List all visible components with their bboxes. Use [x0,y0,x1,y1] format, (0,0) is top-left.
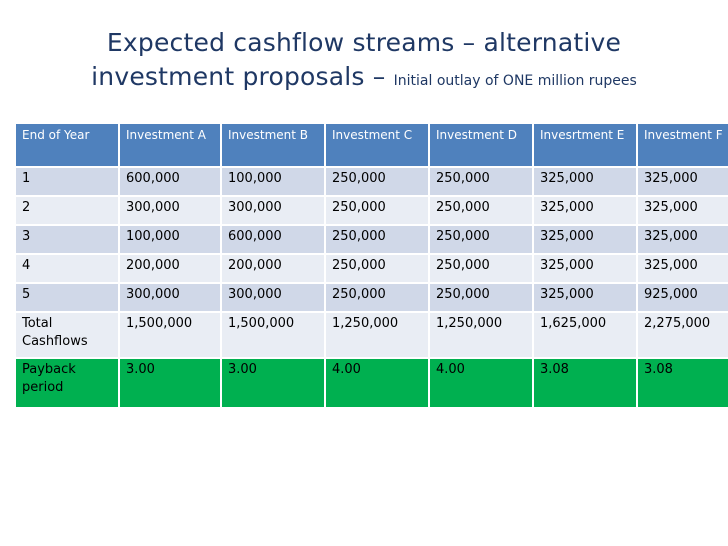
table-cell: 300,000 [222,197,326,226]
total-cashflows-row: Total Cashflows 1,500,000 1,500,000 1,25… [16,313,728,359]
table-cell: 325,000 [638,255,728,284]
table-cell: 4.00 [326,359,430,409]
table-cell: 200,000 [120,255,222,284]
table-cell: 3 [16,226,120,255]
table-cell: Payback period [16,359,120,409]
table-cell: 325,000 [534,197,638,226]
table-cell: 1 [16,168,120,197]
table-cell: 925,000 [638,284,728,313]
header-cell: Investment B [222,124,326,168]
payback-period-row: Payback period 3.00 3.00 4.00 4.00 3.08 … [16,359,728,409]
table-cell: 250,000 [326,226,430,255]
header-cell: Investment A [120,124,222,168]
table-cell: 325,000 [638,168,728,197]
header-cell: Investment D [430,124,534,168]
table-cell: 300,000 [120,284,222,313]
table-cell: 300,000 [120,197,222,226]
table-cell: 3.00 [222,359,326,409]
table-cell: 250,000 [326,284,430,313]
table-cell: 600,000 [222,226,326,255]
table-cell: 4.00 [430,359,534,409]
table-row: 2 300,000 300,000 250,000 250,000 325,00… [16,197,728,226]
table-cell: 250,000 [326,168,430,197]
table-cell: 1,250,000 [430,313,534,359]
table-cell: 250,000 [430,226,534,255]
table-cell: 1,500,000 [120,313,222,359]
table-cell: 100,000 [222,168,326,197]
table-cell: 1,250,000 [326,313,430,359]
table-cell: 325,000 [638,197,728,226]
header-cell: Investment F [638,124,728,168]
table-cell: 325,000 [534,284,638,313]
table-cell: 1,500,000 [222,313,326,359]
table-cell: 250,000 [326,255,430,284]
table-cell: 4 [16,255,120,284]
slide-title: Expected cashflow streams – alternative … [20,26,708,98]
table-row: 3 100,000 600,000 250,000 250,000 325,00… [16,226,728,255]
table-cell: 3.08 [534,359,638,409]
table-row: 1 600,000 100,000 250,000 250,000 325,00… [16,168,728,197]
table-cell: 250,000 [430,197,534,226]
table-cell: 325,000 [638,226,728,255]
table-cell: 200,000 [222,255,326,284]
table-row: 5 300,000 300,000 250,000 250,000 325,00… [16,284,728,313]
title-subtitle: Initial outlay of ONE million rupees [393,73,637,89]
table-cell: Total Cashflows [16,313,120,359]
header-cell: Investment C [326,124,430,168]
table-header-row: End of Year Investment A Investment B In… [16,124,728,168]
header-cell: Invesrtment E [534,124,638,168]
title-line-1: Expected cashflow streams – alternative [106,28,622,57]
table-cell: 250,000 [430,255,534,284]
table-cell: 250,000 [430,284,534,313]
table-cell: 300,000 [222,284,326,313]
table-cell: 325,000 [534,168,638,197]
table-cell: 325,000 [534,226,638,255]
header-cell: End of Year [16,124,120,168]
table-cell: 3.08 [638,359,728,409]
table-cell: 1,625,000 [534,313,638,359]
table-cell: 250,000 [430,168,534,197]
table-cell: 2,275,000 [638,313,728,359]
cashflow-table: End of Year Investment A Investment B In… [16,124,728,409]
title-line-2-text: investment proposals – [91,62,386,91]
table-cell: 5 [16,284,120,313]
table-cell: 325,000 [534,255,638,284]
table-cell: 3.00 [120,359,222,409]
table-cell: 250,000 [326,197,430,226]
table-row: 4 200,000 200,000 250,000 250,000 325,00… [16,255,728,284]
table-cell: 100,000 [120,226,222,255]
title-line-2: investment proposals – Initial outlay of… [20,60,708,98]
table-cell: 600,000 [120,168,222,197]
table-cell: 2 [16,197,120,226]
